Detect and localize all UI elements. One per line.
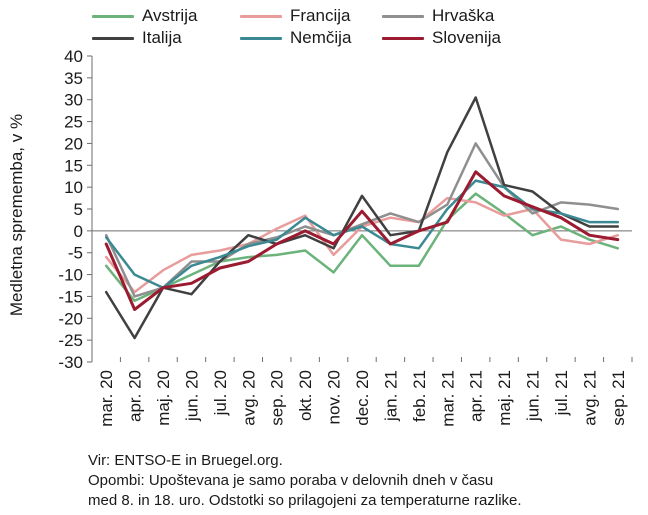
legend-item-slovenija: Slovenija xyxy=(382,28,501,48)
y-tick-label: -10 xyxy=(58,266,83,285)
legend-swatch xyxy=(240,36,282,40)
y-tick-label: -25 xyxy=(58,331,83,350)
methodology-note-line-2: med 8. in 18. uro. Odstotki so prilagoje… xyxy=(88,492,522,509)
y-axis-label: Medletna sprememba, v % xyxy=(7,113,26,317)
legend-item-francija: Francija xyxy=(240,6,350,26)
legend-label: Slovenija xyxy=(432,28,501,47)
legend-label: Avstrija xyxy=(142,6,198,25)
legend-swatch xyxy=(382,36,424,40)
x-tick-label: mar. 21 xyxy=(438,370,457,427)
x-tick-label: avg. 21 xyxy=(580,370,599,426)
y-tick-label: -5 xyxy=(68,244,83,263)
legend-swatch xyxy=(92,36,134,40)
legend-item-italija: Italija xyxy=(92,28,182,48)
series-line-avstrija xyxy=(104,192,620,303)
y-tick-label: -15 xyxy=(58,287,83,306)
y-tick-label: 0 xyxy=(74,222,83,241)
x-tick-label: nov. 20 xyxy=(325,370,344,425)
y-tick-label: 20 xyxy=(64,134,83,153)
y-tick-label: 35 xyxy=(64,69,83,88)
chart-axes xyxy=(87,55,633,363)
x-tick-label: jun. 21 xyxy=(524,370,543,422)
x-tick-label: jun. 20 xyxy=(182,370,201,422)
legend-swatch xyxy=(240,14,282,18)
legend-item-hrvaska: Hrvaška xyxy=(382,6,494,26)
legend-label: Francija xyxy=(290,6,351,25)
y-tick-label: -20 xyxy=(58,309,83,328)
y-tick-label: 5 xyxy=(74,200,83,219)
legend-label: Hrvaška xyxy=(432,6,495,25)
x-tick-label: jan. 21 xyxy=(381,370,400,422)
x-tick-labels: mar. 20 apr. 20 maj. 20 jun. 20 jul. 20 avg. … xyxy=(97,370,628,427)
x-tick-label: feb. 21 xyxy=(410,370,429,422)
legend-swatch xyxy=(92,14,134,18)
x-tick-label: maj. 21 xyxy=(495,370,514,426)
y-tick-label: 15 xyxy=(64,156,83,175)
series-line-nemčija xyxy=(104,179,620,289)
x-tick-label: avg. 20 xyxy=(239,370,258,426)
y-tick-labels: 40 35 30 25 20 15 10 5 0 -5 -10 -15 -20 -25 -30 xyxy=(58,47,83,372)
x-tick-label: sep. 20 xyxy=(268,370,287,426)
legend-item-nemcija: Nemčija xyxy=(240,28,351,48)
series-line-italija xyxy=(104,96,620,340)
y-tick-label: -30 xyxy=(58,353,83,372)
y-tick-label: 10 xyxy=(64,178,83,197)
x-tick-label: okt. 20 xyxy=(296,370,315,421)
x-tick-label: mar. 20 xyxy=(97,370,116,427)
series-line-slovenija xyxy=(104,170,620,311)
x-tick-label: maj. 20 xyxy=(154,370,173,426)
y-axis-label-container: Medletna sprememba, v % xyxy=(4,70,30,360)
legend-item-avstrija: Avstrija xyxy=(92,6,197,26)
legend-swatch xyxy=(382,14,424,18)
source-note: Vir: ENTSO-E in Bruegel.org. xyxy=(88,452,283,469)
methodology-note-line-1: Opombi: Upoštevana je samo poraba v delo… xyxy=(88,472,494,489)
x-tick-label: jul. 21 xyxy=(552,370,571,416)
x-tick-label: dec. 20 xyxy=(353,370,372,426)
chart-legend: Avstrija Francija Hrvaška Italija Nemčij… xyxy=(92,4,562,48)
x-tick-label: apr. 21 xyxy=(467,370,486,422)
legend-label: Nemčija xyxy=(290,28,352,47)
footnotes: Vir: ENTSO-E in Bruegel.org. Opombi: Upo… xyxy=(88,451,644,511)
chart-series-lines xyxy=(104,96,620,340)
y-tick-label: 25 xyxy=(64,113,83,132)
x-tick-label: apr. 20 xyxy=(126,370,145,422)
series-line-hrvaška xyxy=(104,142,620,298)
x-tick-label: sep. 21 xyxy=(609,370,628,426)
y-tick-label: 40 xyxy=(64,47,83,66)
y-tick-label: 30 xyxy=(64,91,83,110)
x-tick-label: jul. 20 xyxy=(211,370,230,416)
legend-label: Italija xyxy=(142,28,182,47)
